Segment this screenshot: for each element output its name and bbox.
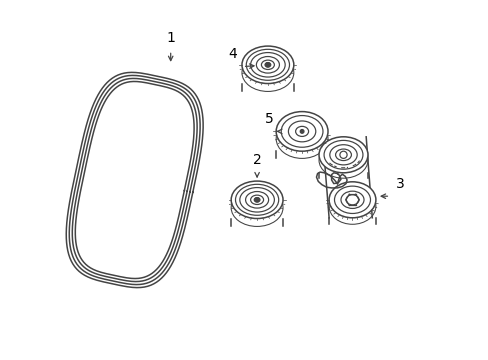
Text: 1: 1 [166, 31, 175, 45]
Ellipse shape [231, 181, 283, 219]
Ellipse shape [328, 182, 375, 218]
Ellipse shape [242, 54, 293, 91]
Ellipse shape [231, 189, 283, 226]
Circle shape [265, 63, 269, 67]
Ellipse shape [242, 46, 293, 84]
Circle shape [300, 130, 303, 133]
Ellipse shape [318, 137, 367, 173]
Polygon shape [316, 172, 346, 188]
Text: 3: 3 [395, 177, 404, 191]
Text: 5: 5 [264, 112, 273, 126]
Text: 2: 2 [252, 153, 261, 167]
Ellipse shape [276, 119, 327, 158]
Ellipse shape [328, 188, 375, 224]
Text: 4: 4 [228, 47, 237, 61]
Circle shape [254, 198, 259, 202]
Ellipse shape [276, 112, 327, 151]
Ellipse shape [318, 142, 367, 178]
